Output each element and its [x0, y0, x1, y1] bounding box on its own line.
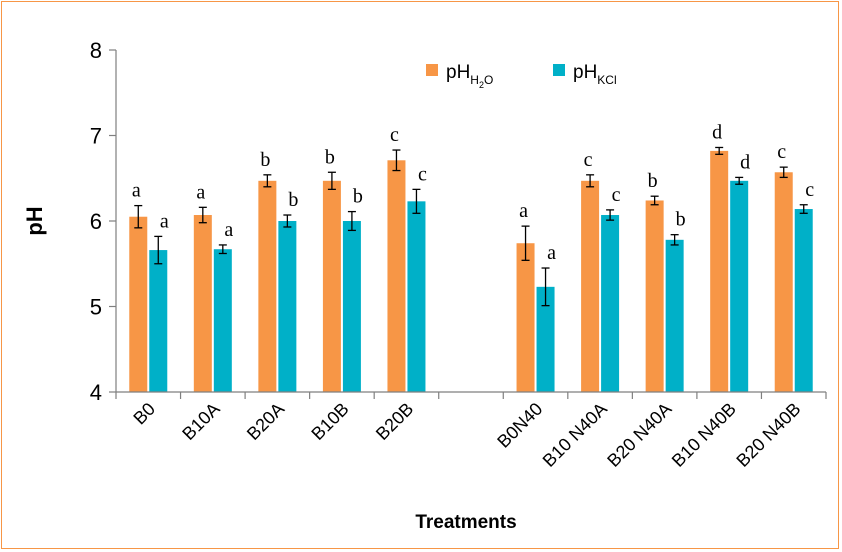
- significance-letter: b: [325, 146, 335, 168]
- bar: [730, 180, 749, 392]
- legend-label-sub: O: [484, 73, 493, 87]
- significance-letter: a: [519, 200, 528, 222]
- bar: [342, 221, 361, 392]
- legend-label-sub2: 2: [479, 80, 484, 90]
- x-tick-label: B0: [129, 399, 159, 429]
- significance-letter: c: [418, 163, 427, 185]
- x-tick-label: B10 N40B: [668, 399, 740, 471]
- significance-letter: d: [712, 121, 722, 143]
- x-tick-label: B20 N40A: [603, 399, 675, 471]
- significance-letter: d: [740, 151, 750, 173]
- bar: [258, 180, 277, 392]
- bar: [794, 209, 813, 392]
- bar: [149, 250, 168, 392]
- bar: [665, 239, 684, 392]
- significance-letter: c: [390, 124, 399, 146]
- significance-letter: b: [288, 189, 298, 211]
- x-tick-label: B10B: [307, 399, 352, 444]
- y-axis-title: pH: [22, 206, 47, 235]
- bar: [387, 160, 406, 392]
- significance-letter: b: [353, 186, 363, 208]
- y-tick-label: 7: [90, 124, 102, 149]
- y-tick-label: 5: [90, 295, 102, 320]
- significance-letter: a: [132, 180, 141, 202]
- bar: [322, 180, 341, 392]
- bar: [536, 286, 555, 392]
- bar: [278, 221, 297, 392]
- bar: [129, 216, 148, 392]
- legend-label-h2o: pHH2O: [446, 62, 493, 90]
- bar: [407, 201, 426, 392]
- bar: [193, 215, 212, 392]
- x-tick-label: B20B: [372, 399, 417, 444]
- y-tick-label: 4: [90, 380, 102, 405]
- significance-letter: c: [584, 149, 593, 171]
- y-tick-label: 6: [90, 209, 102, 234]
- bar: [581, 180, 600, 392]
- x-tick-label: B0N40: [493, 399, 546, 452]
- bar: [601, 215, 620, 392]
- legend-swatch-h2o: [426, 64, 438, 76]
- legend-label-main: pH: [573, 62, 597, 83]
- significance-letter: a: [160, 210, 169, 232]
- legend-label-sub: H: [470, 73, 479, 87]
- bar: [645, 200, 664, 392]
- significance-letter: b: [648, 170, 658, 192]
- significance-letter: b: [676, 209, 686, 231]
- significance-letter: a: [196, 181, 205, 203]
- legend-label-sub: KCl: [597, 73, 616, 87]
- significance-letter: b: [260, 149, 270, 171]
- significance-letter: c: [612, 184, 621, 206]
- legend-swatch-kcl: [553, 64, 565, 76]
- legend-label-main: pH: [446, 62, 470, 83]
- legend: pHH2O pHKCl: [426, 62, 617, 90]
- x-tick-label: B10 N40A: [539, 399, 611, 471]
- y-tick-label: 8: [90, 38, 102, 63]
- bar: [516, 243, 535, 392]
- bar: [710, 150, 729, 392]
- significance-letter: c: [805, 179, 814, 201]
- x-tick-label: B20A: [243, 399, 288, 444]
- x-tick-label: B10A: [178, 399, 223, 444]
- x-axis-title: Treatments: [415, 512, 516, 533]
- significance-letter: a: [547, 242, 556, 264]
- bar: [213, 249, 232, 392]
- significance-letter: a: [224, 219, 233, 241]
- x-tick-label: B20 N40B: [732, 399, 804, 471]
- legend-label-kcl: pHKCl: [573, 62, 617, 87]
- significance-letter: c: [777, 141, 786, 163]
- bar: [774, 172, 793, 392]
